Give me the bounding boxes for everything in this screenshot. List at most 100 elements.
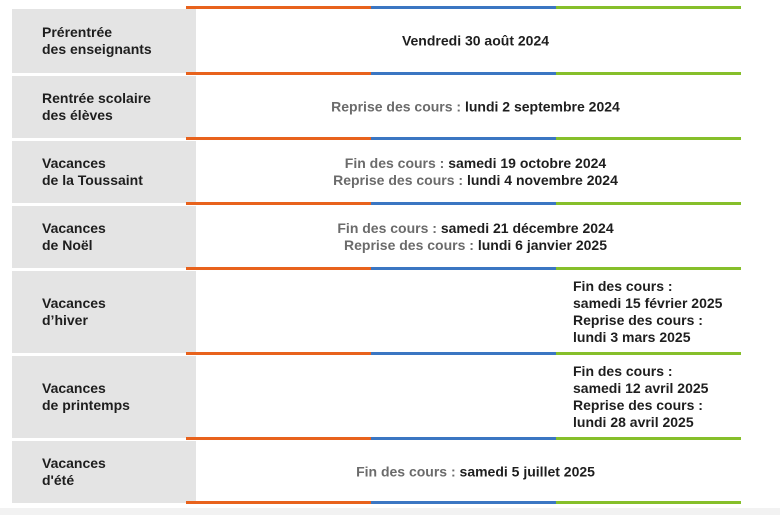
period-label: Prérentrée des enseignants [42,24,152,58]
date-value: lundi 6 janvier 2025 [477,237,607,253]
dates-cell: Fin des cours : samedi 21 décembre 2024 R… [198,206,753,268]
divider-segment [371,437,556,440]
divider-segment [371,202,556,205]
calendar-row: Vacances de printemps Fin des cours : samed… [12,356,753,438]
date-prefix: Reprise des cours : [344,237,474,253]
period-label: Vacances d'été [42,455,106,489]
divider-segment [556,202,741,205]
date-line: Fin des cours : samedi 21 décembre 2024 [198,220,753,237]
divider-segment [371,6,556,9]
divider-segment [556,267,741,270]
footer-strip [0,508,780,515]
date-value: lundi 3 mars 2025 [573,329,691,345]
calendar-row: Vacances d’hiver Fin des cours : samedi 15 … [12,271,753,353]
period-label: Rentrée scolaire des élèves [42,90,151,124]
period-label-line: d’hiver [42,312,88,328]
calendar-row: Vacances de Noël Fin des cours : samedi 21… [12,206,753,268]
date-line: Fin des cours : samedi 5 juillet 2025 [198,464,753,481]
date-prefix: Reprise des cours : [573,397,703,413]
date-value: samedi 19 octobre 2024 [448,155,607,171]
calendar-row: Vacances de la Toussaint Fin des cours : s… [12,141,753,203]
period-label: Vacances de Noël [42,220,106,254]
period-label: Vacances d’hiver [42,295,106,329]
period-label-line: Vacances [42,295,106,311]
calendar-row: Vacances d'été Fin des cours : samedi 5 ju… [12,441,753,503]
date-prefix: Fin des cours : [344,155,445,171]
divider-segment [556,437,741,440]
tricolor-divider [186,202,741,205]
divider-segment [186,202,371,205]
date-line: Reprise des cours : lundi 4 novembre 202… [198,172,753,189]
date-value: samedi 21 décembre 2024 [440,220,614,236]
period-label-cell: Vacances d’hiver [12,271,196,353]
tricolor-divider [186,6,741,9]
divider-segment [556,6,741,9]
divider-segment [371,352,556,355]
date-prefix: Fin des cours : [337,220,437,236]
tricolor-divider [186,437,741,440]
period-label-cell: Prérentrée des enseignants [12,9,196,73]
dates-block: Fin des cours : samedi 19 octobre 2024 Re… [198,155,753,189]
period-label-line: d'été [42,472,75,488]
period-label-line: Vacances [42,455,106,471]
date-value: samedi 5 juillet 2025 [459,463,595,480]
date-prefix: Reprise des cours : [333,172,464,188]
period-label-cell: Vacances de Noël [12,206,196,268]
date-value: lundi 28 avril 2025 [573,414,694,430]
dates-block: Fin des cours : samedi 15 février 2025 Rep… [573,278,722,346]
tricolor-divider [186,137,741,140]
period-label-line: de printemps [42,397,130,413]
dates-cell: Vendredi 30 août 2024 [198,9,753,73]
calendar-row: Rentrée scolaire des élèves Reprise des co… [12,76,753,138]
date-value: Vendredi 30 août 2024 [401,32,550,49]
period-label-cell: Vacances d'été [12,441,196,503]
divider-segment [556,352,741,355]
period-label: Vacances de la Toussaint [42,155,143,189]
date-prefix: Fin des cours : [573,363,673,379]
divider-segment [371,267,556,270]
divider-segment [186,6,371,9]
date-prefix: Reprise des cours : [331,98,462,115]
dates-block: Fin des cours : samedi 12 avril 2025 Repri… [573,363,708,431]
period-label-line: des élèves [42,107,113,123]
tricolor-divider [186,352,741,355]
date-line: Reprise des cours : lundi 2 septembre 20… [198,99,753,116]
date-value: lundi 2 septembre 2024 [464,98,620,115]
divider-segment [556,137,741,140]
dates-cell: Fin des cours : samedi 5 juillet 2025 [198,441,753,503]
calendar-row: Prérentrée des enseignants Vendredi 30 aoû… [12,9,753,73]
period-label: Vacances de printemps [42,380,130,414]
period-label-line: Rentrée scolaire [42,90,151,106]
tricolor-divider [186,72,741,75]
date-line: Vendredi 30 août 2024 [198,33,753,50]
divider-segment [186,352,371,355]
period-label-cell: Vacances de la Toussaint [12,141,196,203]
dates-block: Fin des cours : samedi 21 décembre 2024 R… [198,220,753,254]
divider-segment [371,501,556,504]
date-value: samedi 12 avril 2025 [573,380,709,396]
period-label-cell: Rentrée scolaire des élèves [12,76,196,138]
dates-block: Reprise des cours : lundi 2 septembre 20… [198,99,753,116]
period-label-cell: Vacances de printemps [12,356,196,438]
period-label-line: Vacances [42,220,106,236]
date-prefix: Reprise des cours : [573,312,703,328]
date-value: samedi 15 février 2025 [573,295,723,311]
period-label-line: Vacances [42,155,106,171]
dates-cell: Reprise des cours : lundi 2 septembre 20… [198,76,753,138]
tricolor-divider [186,501,741,504]
divider-segment [186,437,371,440]
tricolor-divider [186,267,741,270]
divider-segment [371,72,556,75]
date-prefix: Fin des cours : [356,463,456,480]
period-label-line: des enseignants [42,41,152,57]
period-label-line: Prérentrée [42,24,113,40]
divider-segment [186,267,371,270]
dates-cell: Fin des cours : samedi 15 février 2025 Rep… [198,271,753,353]
period-label-line: de Noël [42,237,93,253]
date-value: lundi 4 novembre 2024 [466,172,618,188]
dates-block: Vendredi 30 août 2024 [198,33,753,50]
divider-segment [371,137,556,140]
dates-cell: Fin des cours : samedi 12 avril 2025 Repri… [198,356,753,438]
period-label-line: de la Toussaint [42,172,143,188]
